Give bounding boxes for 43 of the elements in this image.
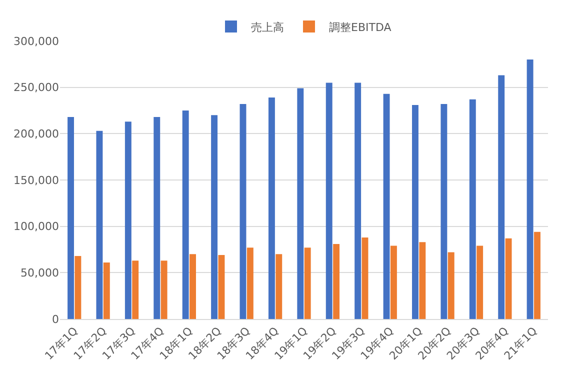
bar xyxy=(246,248,254,319)
bar xyxy=(96,130,103,319)
bar xyxy=(498,75,505,319)
bar xyxy=(304,248,311,319)
bar xyxy=(326,82,332,319)
bar xyxy=(240,104,246,319)
bar xyxy=(354,82,362,319)
bar xyxy=(160,260,168,319)
bar xyxy=(390,246,397,319)
bar xyxy=(211,115,218,319)
bar xyxy=(74,256,82,319)
legend-label: 売上高 xyxy=(251,20,284,34)
y-tick-label: 0 xyxy=(52,312,59,326)
bar xyxy=(505,238,512,319)
bar xyxy=(469,99,476,319)
bar xyxy=(276,254,282,319)
bar xyxy=(297,88,304,319)
bar xyxy=(534,232,540,319)
y-tick-label: 300,000 xyxy=(14,34,59,48)
bar xyxy=(419,242,426,319)
bar xyxy=(333,244,340,319)
bar xyxy=(383,94,390,319)
legend-label: 調整EBITDA xyxy=(329,20,392,34)
y-tick-label: 200,000 xyxy=(14,128,59,141)
bar xyxy=(448,252,454,319)
bar xyxy=(124,122,132,319)
bar xyxy=(132,260,139,319)
bar xyxy=(440,104,448,319)
bar xyxy=(476,246,484,319)
bar xyxy=(412,104,418,319)
y-tick-label: 150,000 xyxy=(14,174,59,187)
bar xyxy=(526,60,534,319)
y-tick-label: 100,000 xyxy=(14,220,59,234)
bar xyxy=(218,255,225,319)
bar xyxy=(103,262,110,319)
bar xyxy=(68,116,74,319)
bar xyxy=(182,110,189,319)
y-tick-label: 250,000 xyxy=(14,81,59,94)
bar xyxy=(154,116,160,319)
y-tick-label: 50,000 xyxy=(20,266,59,280)
bar xyxy=(362,237,368,319)
bar xyxy=(190,254,196,319)
bar xyxy=(268,98,275,319)
